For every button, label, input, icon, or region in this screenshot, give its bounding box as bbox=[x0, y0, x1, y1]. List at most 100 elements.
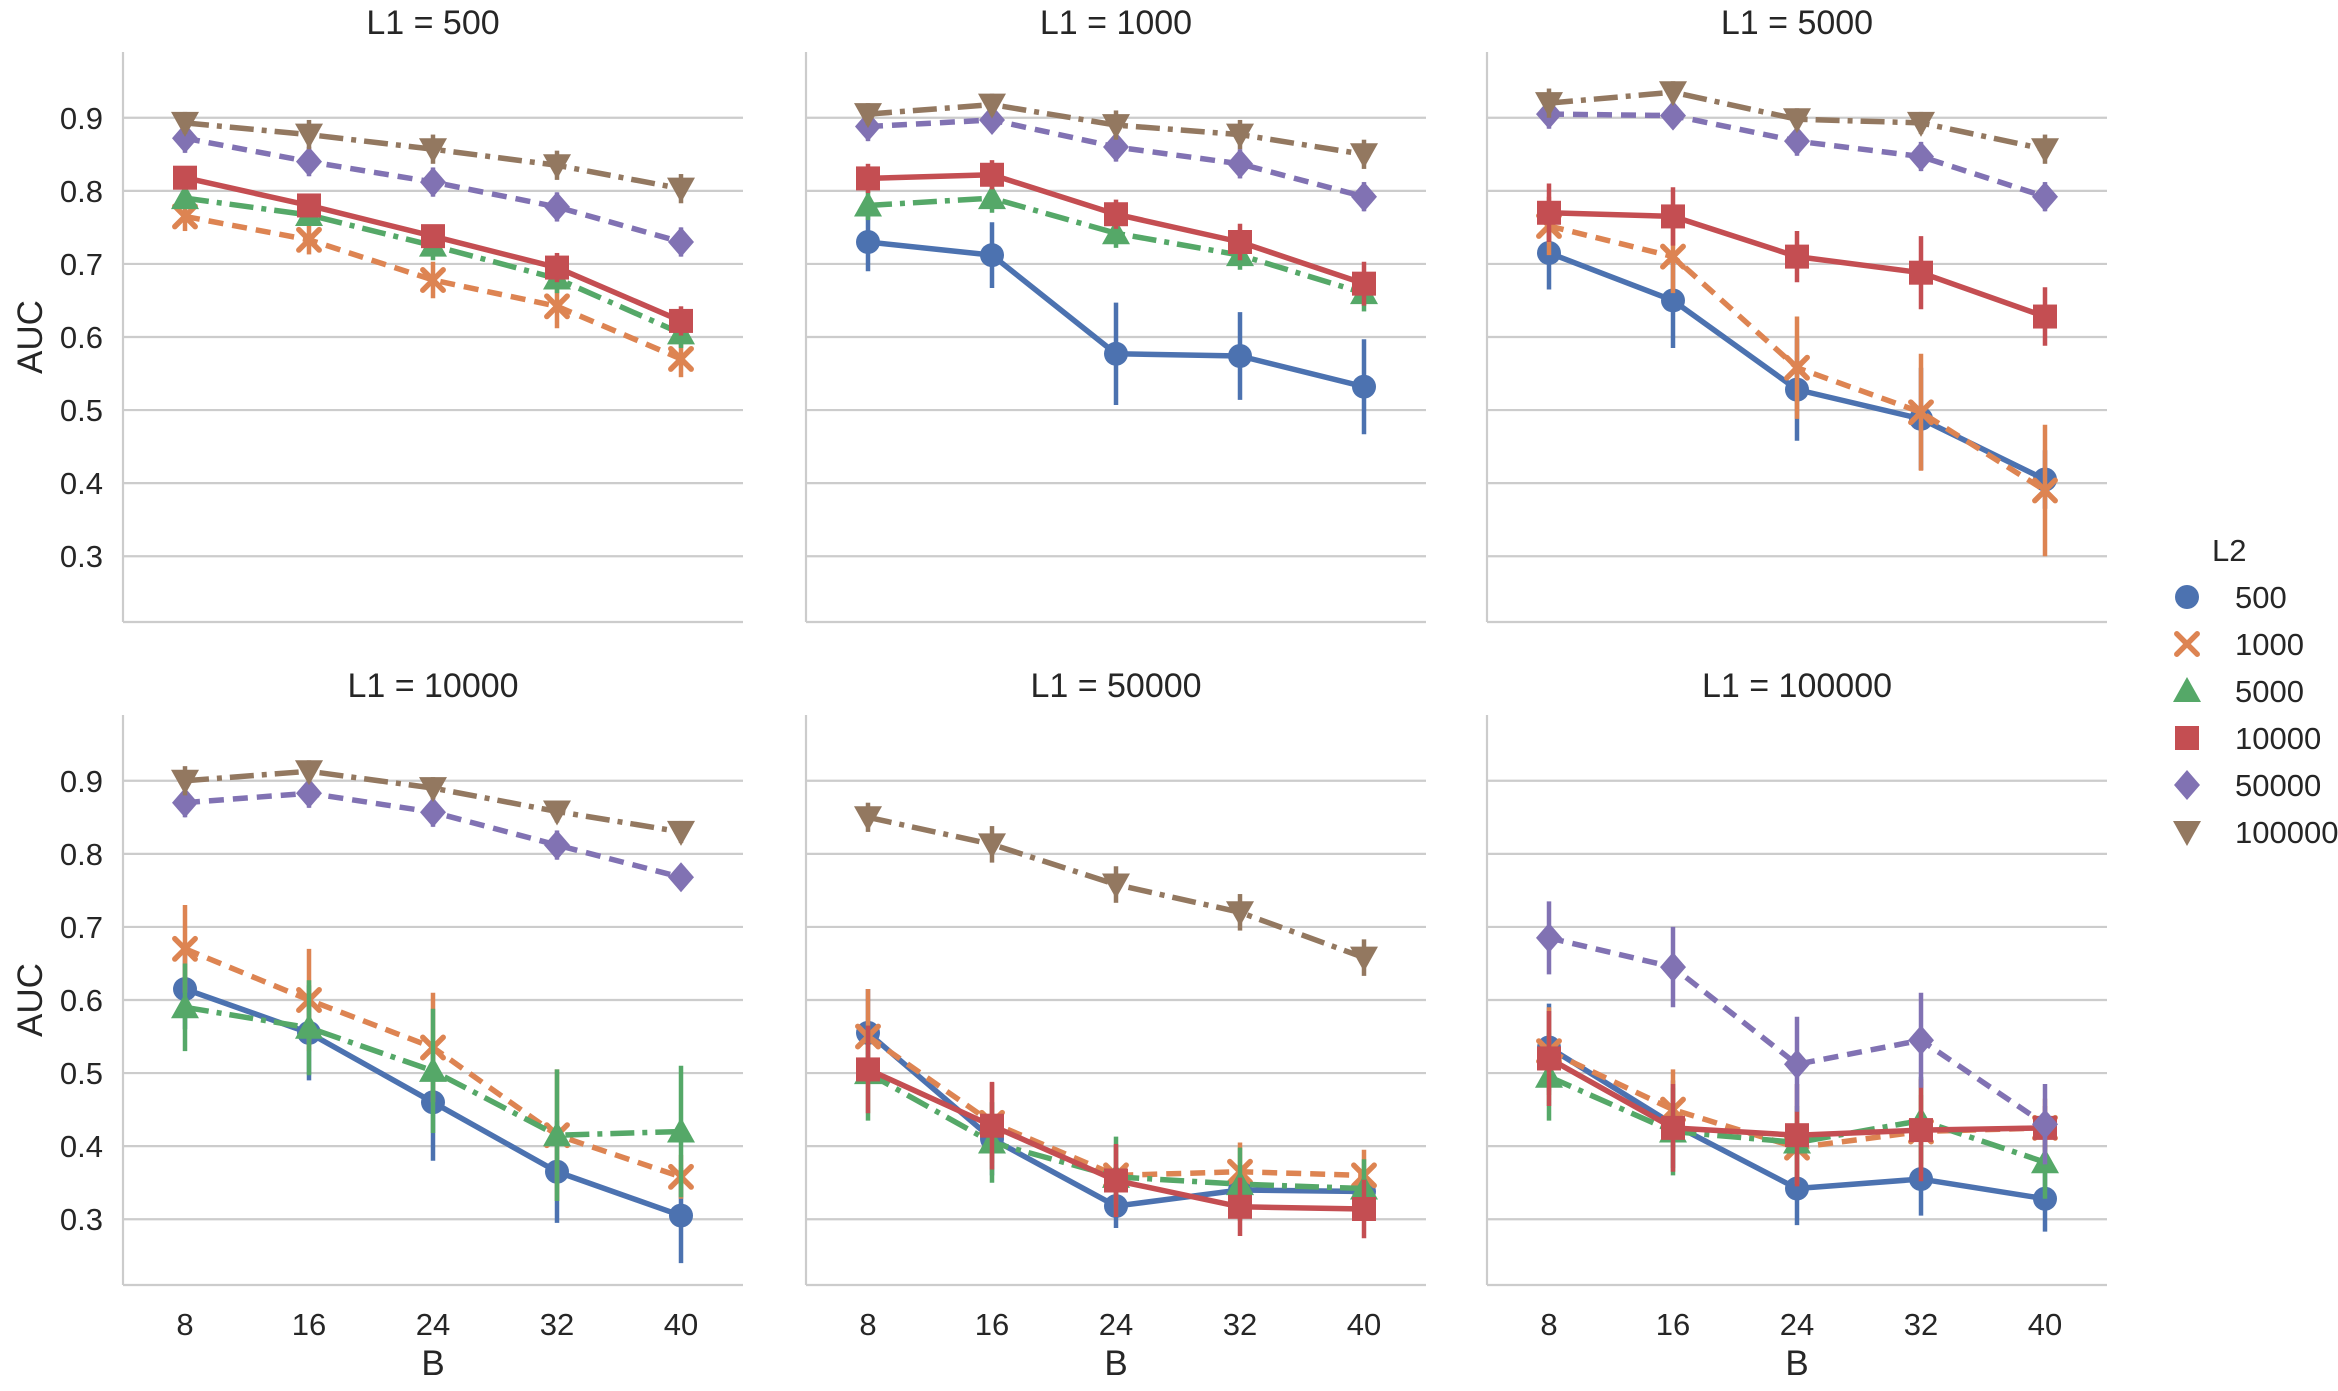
data-point bbox=[1104, 202, 1128, 227]
series-50000 bbox=[172, 123, 694, 257]
y-tick-label: 0.8 bbox=[60, 174, 103, 209]
y-tick-label: 0.4 bbox=[60, 1129, 103, 1164]
data-point bbox=[171, 184, 199, 210]
legend-label: 1000 bbox=[2235, 627, 2304, 662]
data-point bbox=[172, 935, 198, 962]
y-tick-label: 0.7 bbox=[60, 247, 103, 282]
data-point bbox=[856, 230, 880, 254]
y-axis-label: AUC bbox=[11, 963, 50, 1037]
data-point bbox=[544, 830, 570, 861]
data-point bbox=[544, 293, 570, 320]
data-point bbox=[854, 806, 882, 832]
series-line bbox=[1548, 935, 2047, 1127]
legend-label: 500 bbox=[2235, 580, 2287, 615]
data-point bbox=[171, 769, 199, 795]
series-50000 bbox=[855, 104, 1377, 212]
data-point bbox=[421, 224, 445, 249]
data-point bbox=[1228, 1194, 1252, 1219]
data-point bbox=[1226, 123, 1254, 149]
series-line bbox=[184, 1004, 682, 1138]
x-tick-label: 8 bbox=[859, 1307, 876, 1342]
x-tick-label: 16 bbox=[292, 1307, 326, 1342]
series-line bbox=[1548, 89, 2046, 152]
x-tick-label: 8 bbox=[176, 1307, 193, 1342]
data-point bbox=[669, 308, 693, 333]
panel-title: L1 = 50000 bbox=[1030, 667, 1201, 705]
x-axis-label: B bbox=[1104, 1344, 1127, 1383]
data-point bbox=[419, 777, 447, 803]
data-point bbox=[1352, 374, 1376, 399]
data-point bbox=[1102, 873, 1130, 899]
data-point bbox=[856, 1057, 880, 1082]
data-point bbox=[1785, 1123, 1809, 1148]
data-point bbox=[978, 833, 1006, 859]
legend-marker bbox=[2173, 821, 2201, 846]
y-tick-label: 0.5 bbox=[60, 1056, 103, 1091]
data-point bbox=[1908, 399, 1934, 426]
data-point bbox=[1785, 244, 1809, 269]
data-point bbox=[1661, 288, 1685, 313]
x-tick-label: 16 bbox=[1656, 1307, 1690, 1342]
data-point bbox=[172, 787, 198, 818]
data-point bbox=[295, 123, 323, 149]
data-point bbox=[1785, 1176, 1809, 1201]
data-point bbox=[854, 103, 882, 129]
data-point bbox=[1102, 114, 1130, 140]
y-tick-label: 0.4 bbox=[60, 466, 103, 501]
panel-title: L1 = 500 bbox=[366, 4, 499, 42]
data-point bbox=[543, 154, 571, 180]
data-point bbox=[978, 93, 1006, 119]
data-point bbox=[1537, 1046, 1561, 1071]
y-tick-label: 0.3 bbox=[60, 1202, 103, 1237]
data-point bbox=[1350, 946, 1378, 972]
legend-marker bbox=[2174, 631, 2200, 657]
data-point bbox=[2032, 1109, 2058, 1140]
data-point bbox=[1908, 141, 1934, 172]
data-point bbox=[545, 255, 569, 280]
y-tick-label: 0.3 bbox=[60, 539, 103, 574]
series-1000 bbox=[1536, 196, 2058, 557]
data-point bbox=[854, 191, 882, 217]
data-point bbox=[296, 226, 322, 253]
data-point bbox=[295, 760, 323, 786]
x-tick-label: 40 bbox=[1347, 1307, 1381, 1342]
series-line bbox=[184, 120, 682, 192]
data-point bbox=[1226, 901, 1254, 927]
data-point bbox=[1104, 1168, 1128, 1193]
y-tick-label: 0.5 bbox=[60, 393, 103, 428]
series-50000 bbox=[1536, 901, 2058, 1165]
data-point bbox=[1228, 230, 1252, 254]
data-point bbox=[1228, 344, 1252, 368]
data-point bbox=[296, 146, 322, 177]
panel-title: L1 = 1000 bbox=[1040, 4, 1192, 42]
x-tick-label: 32 bbox=[1904, 1307, 1938, 1342]
data-point bbox=[295, 1013, 323, 1039]
data-point bbox=[171, 993, 199, 1019]
panel-6: L1 = 100000 8 16 24 32 40 B bbox=[1485, 667, 2107, 1383]
data-point bbox=[668, 862, 694, 893]
x-tick-label: 40 bbox=[664, 1307, 698, 1342]
data-point bbox=[1784, 354, 1810, 381]
data-point bbox=[1351, 181, 1377, 212]
y-tick-label: 0.6 bbox=[60, 983, 103, 1018]
data-point bbox=[2031, 138, 2059, 164]
x-tick-label: 32 bbox=[540, 1307, 574, 1342]
x-tick-label: 40 bbox=[2028, 1307, 2062, 1342]
legend-label: 5000 bbox=[2235, 674, 2304, 709]
y-tick-label: 0.6 bbox=[60, 320, 103, 355]
y-tick-label: 0.9 bbox=[60, 764, 103, 799]
data-point bbox=[1352, 271, 1376, 296]
x-tick-label: 32 bbox=[1223, 1307, 1257, 1342]
data-point bbox=[1660, 100, 1686, 131]
series-line bbox=[867, 195, 1365, 296]
data-point bbox=[1661, 1115, 1685, 1140]
data-point bbox=[1352, 1197, 1376, 1221]
legend-label: 50000 bbox=[2235, 768, 2321, 803]
x-tick-label: 24 bbox=[416, 1307, 450, 1342]
series-100000 bbox=[171, 760, 695, 846]
x-tick-label: 8 bbox=[1540, 1307, 1557, 1342]
data-point bbox=[171, 111, 199, 137]
series-10000 bbox=[856, 1025, 1376, 1239]
data-point bbox=[1660, 243, 1686, 270]
